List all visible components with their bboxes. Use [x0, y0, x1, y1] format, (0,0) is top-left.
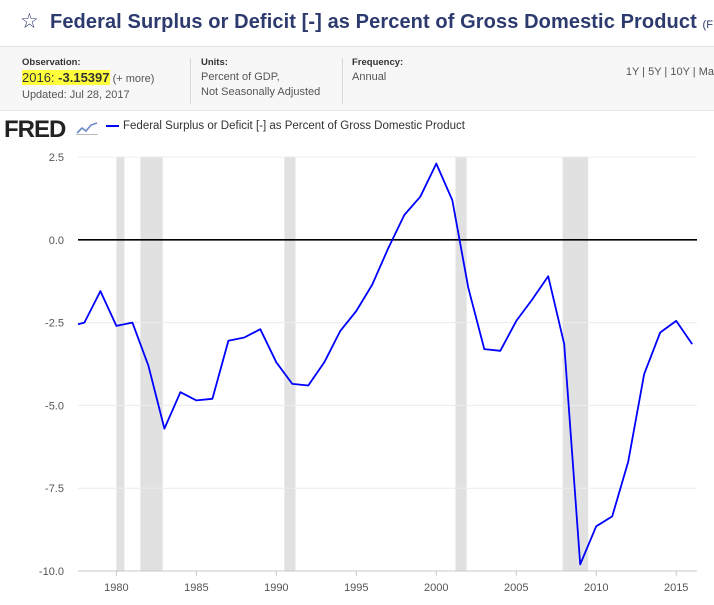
observation-block: Observation: 2016: -3.15397 (+ more) Upd… — [22, 57, 154, 103]
observation-highlight: 2016: -3.15397 — [22, 70, 110, 85]
chart-legend: Federal Surplus or Deficit [-] as Percen… — [106, 120, 465, 132]
series-lines — [77, 162, 693, 566]
range-max[interactable]: Ma — [698, 66, 714, 78]
x-tick-label: 2010 — [584, 582, 608, 594]
recession-bar — [284, 157, 296, 571]
y-tick-label: -10.0 — [39, 566, 64, 578]
tick-labels: 2.5 0.0 -2.5 -5.0 -7.5 -10.0 1980 1985 1990 1995 2… — [39, 152, 689, 594]
x-tick-label: 1980 — [104, 582, 128, 594]
page-title: Federal Surplus or Deficit [-] as Percen… — [50, 11, 713, 34]
y-tick-label: 0.0 — [49, 235, 64, 247]
meta-divider — [190, 58, 191, 104]
y-tick-label: -7.5 — [45, 483, 64, 495]
meta-divider — [342, 58, 343, 104]
y-tick-label: 2.5 — [49, 152, 64, 164]
observation-value: -3.15397 — [58, 70, 110, 85]
x-tick-label: 1995 — [344, 582, 368, 594]
recession-bar — [140, 157, 163, 571]
range-selector: 1Y | 5Y | 10Y | Ma — [625, 66, 714, 78]
units-line-1: Percent of GDP, — [201, 71, 280, 83]
frequency-value: Annual — [352, 71, 387, 83]
x-tick-label: 1990 — [264, 582, 288, 594]
y-tick-label: -5.0 — [45, 400, 64, 412]
series-line[interactable] — [77, 162, 693, 566]
title-suffix: (F — [702, 19, 714, 31]
x-tick-label: 2015 — [664, 582, 688, 594]
observation-more-link[interactable]: (+ more) — [112, 73, 155, 85]
observation-label: Observation: — [22, 57, 81, 68]
units-line-2: Not Seasonally Adjusted — [201, 86, 321, 98]
legend-swatch — [106, 124, 119, 127]
x-tick-label: 2000 — [424, 582, 448, 594]
title-bar: ☆ Federal Surplus or Deficit [-] as Perc… — [0, 0, 714, 47]
x-tick-label: 2005 — [504, 582, 528, 594]
y-tick-label: -2.5 — [45, 318, 64, 330]
frequency-block: Frequency: Annual — [352, 57, 403, 85]
units-label: Units: — [201, 57, 228, 68]
recession-bars — [116, 157, 589, 571]
gridlines — [78, 156, 697, 576]
legend-label: Federal Surplus or Deficit [-] as Percen… — [123, 120, 465, 132]
recession-bar — [455, 157, 467, 571]
frequency-label: Frequency: — [352, 57, 404, 68]
units-block: Units: Percent of GDP, Not Seasonally Ad… — [201, 57, 320, 100]
range-5y[interactable]: 5Y — [648, 66, 662, 78]
observation-row: 2016: -3.15397 (+ more) — [22, 70, 154, 87]
observation-date: 2016: — [22, 70, 55, 85]
series-meta-panel: Observation: 2016: -3.15397 (+ more) Upd… — [0, 47, 714, 111]
star-icon[interactable]: ☆ — [20, 9, 39, 33]
updated-date: Updated: Jul 28, 2017 — [22, 89, 130, 101]
x-tick-label: 1985 — [184, 582, 208, 594]
fred-logo: FRED — [4, 116, 66, 143]
range-10y[interactable]: 10Y — [670, 66, 690, 78]
fred-logo-graph-icon — [76, 122, 98, 135]
recession-bar — [116, 157, 125, 571]
range-1y[interactable]: 1Y — [625, 66, 640, 78]
title-text: Federal Surplus or Deficit [-] as Percen… — [50, 11, 697, 33]
